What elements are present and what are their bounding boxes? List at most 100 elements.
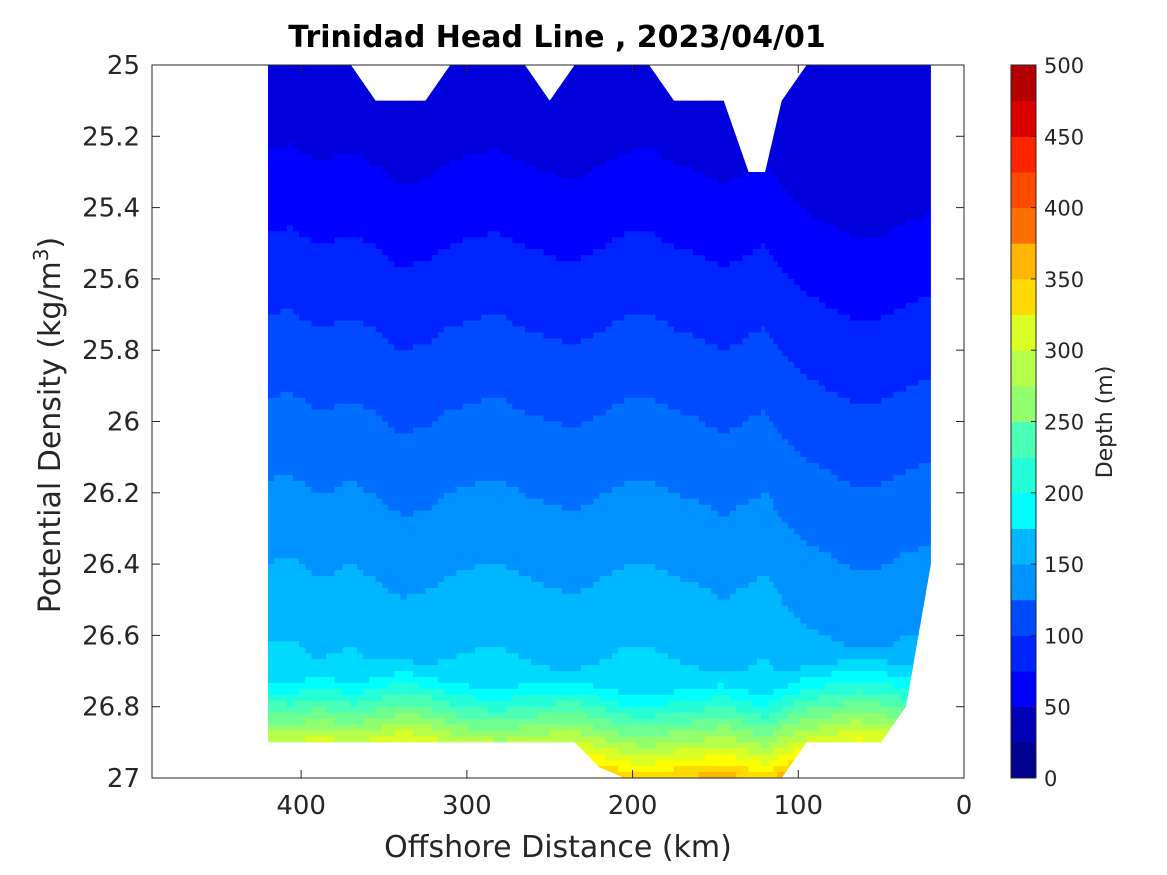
contour-cell: [500, 611, 507, 619]
contour-cell: [326, 463, 335, 470]
contour-cell: [468, 623, 476, 631]
contour-cell: [487, 445, 495, 452]
contour-cell: [481, 421, 489, 429]
contour-cell: [419, 504, 427, 512]
contour-cell: [518, 94, 526, 102]
contour-cell: [512, 308, 520, 316]
contour-cell: [350, 201, 358, 209]
contour-cell: [274, 510, 282, 518]
contour-cell: [363, 350, 371, 357]
contour-cell: [493, 427, 501, 434]
contour-cell: [394, 106, 402, 114]
contour-cell: [268, 130, 275, 137]
contour-cell: [334, 575, 344, 583]
contour-cell: [543, 142, 551, 149]
contour-cell: [506, 201, 514, 209]
contour-cell: [487, 106, 495, 114]
contour-cell: [475, 308, 482, 316]
contour-cell: [419, 302, 427, 310]
contour-cell: [456, 480, 464, 488]
contour-cell: [444, 575, 451, 583]
contour-cell: [481, 635, 489, 642]
contour-cell: [413, 302, 420, 310]
contour-cell: [450, 314, 458, 322]
contour-cell: [419, 469, 427, 476]
contour-cell: [506, 118, 514, 126]
contour-cell: [286, 272, 294, 280]
contour-cell: [419, 694, 427, 702]
contour-cell: [487, 682, 495, 690]
contour-cell: [518, 267, 526, 274]
contour-cell: [512, 94, 520, 102]
contour-cell: [334, 552, 344, 559]
contour-cell: [431, 308, 439, 316]
contour-cell: [394, 296, 402, 304]
contour-cell: [406, 177, 414, 185]
contour-cell: [311, 671, 319, 678]
contour-cell: [292, 463, 300, 470]
contour-cell: [317, 207, 327, 215]
contour-cell: [305, 118, 313, 126]
contour-cell: [369, 682, 377, 690]
contour-cell: [326, 564, 335, 571]
contour-cell: [450, 718, 458, 726]
contour-cell: [493, 267, 501, 274]
contour-cell: [375, 171, 383, 179]
contour-cell: [437, 195, 445, 203]
contour-cell: [518, 112, 526, 120]
contour-cell: [369, 243, 377, 250]
contour-cell: [475, 629, 482, 636]
contour-cell: [311, 659, 319, 666]
contour-cell: [431, 171, 439, 179]
contour-cell: [369, 409, 377, 417]
contour-cell: [506, 70, 514, 78]
contour-cell: [456, 148, 464, 155]
contour-cell: [506, 267, 514, 274]
contour-cell: [493, 522, 501, 530]
contour-cell: [274, 112, 282, 120]
contour-cell: [500, 564, 507, 571]
contour-cell: [413, 160, 420, 167]
contour-cell: [500, 142, 507, 149]
contour-cell: [388, 326, 395, 333]
contour-cell: [500, 189, 507, 197]
contour-cell: [500, 76, 507, 84]
contour-cell: [311, 409, 319, 417]
contour-cell: [518, 344, 526, 351]
contour-cell: [419, 676, 427, 684]
contour-cell: [456, 70, 464, 78]
contour-cell: [342, 118, 352, 126]
contour-cell: [326, 409, 335, 417]
contour-cell: [381, 522, 389, 530]
contour-cell: [342, 88, 352, 96]
contour-cell: [456, 160, 464, 167]
contour-cell: [462, 700, 470, 708]
contour-cell: [506, 415, 514, 423]
contour-cell: [431, 249, 439, 256]
contour-cell: [280, 480, 288, 488]
contour-cell: [394, 373, 402, 381]
contour-cell: [406, 189, 414, 197]
contour-cell: [400, 587, 408, 595]
contour-cell: [394, 332, 402, 339]
contour-cell: [506, 332, 514, 339]
contour-cell: [311, 718, 319, 726]
contour-cell: [419, 177, 427, 185]
contour-cell: [311, 356, 319, 363]
contour-cell: [537, 320, 545, 328]
contour-cell: [493, 284, 501, 292]
contour-cell: [326, 231, 335, 238]
contour-cell: [342, 201, 352, 209]
contour-cell: [286, 70, 294, 78]
contour-cell: [481, 219, 489, 227]
contour-cell: [493, 463, 501, 470]
contour-cell: [531, 272, 538, 280]
contour-cell: [419, 528, 427, 535]
contour-cell: [326, 272, 335, 280]
contour-cell: [350, 671, 358, 678]
contour-cell: [475, 522, 482, 530]
contour-cell: [381, 189, 389, 197]
contour-cell: [381, 195, 389, 203]
contour-cell: [450, 130, 458, 137]
contour-cell: [413, 558, 420, 565]
